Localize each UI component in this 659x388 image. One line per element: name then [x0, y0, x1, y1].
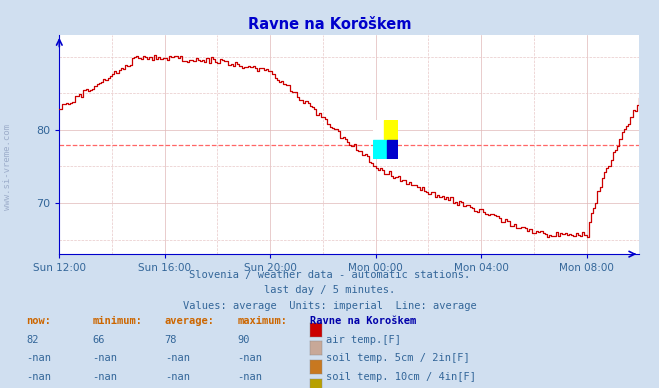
Text: -nan: -nan [165, 372, 190, 382]
Bar [373, 140, 387, 159]
Text: last day / 5 minutes.: last day / 5 minutes. [264, 285, 395, 295]
Text: www.si-vreme.com: www.si-vreme.com [3, 124, 13, 210]
Text: -nan: -nan [92, 372, 117, 382]
Text: maximum:: maximum: [237, 316, 287, 326]
Text: -nan: -nan [237, 372, 262, 382]
Text: soil temp. 10cm / 4in[F]: soil temp. 10cm / 4in[F] [326, 372, 476, 382]
Text: -nan: -nan [92, 353, 117, 364]
Text: average:: average: [165, 316, 215, 326]
Text: Values: average  Units: imperial  Line: average: Values: average Units: imperial Line: av… [183, 301, 476, 311]
Text: soil temp. 5cm / 2in[F]: soil temp. 5cm / 2in[F] [326, 353, 470, 364]
Text: 90: 90 [237, 335, 250, 345]
Text: minimum:: minimum: [92, 316, 142, 326]
Text: Slovenia / weather data - automatic stations.: Slovenia / weather data - automatic stat… [189, 270, 470, 280]
Bar [387, 140, 398, 159]
Text: Ravne na Koroškem: Ravne na Koroškem [310, 316, 416, 326]
Bar [373, 120, 384, 140]
Text: now:: now: [26, 316, 51, 326]
Text: 66: 66 [92, 335, 105, 345]
Text: -nan: -nan [165, 353, 190, 364]
Text: 78: 78 [165, 335, 177, 345]
Text: Ravne na Korōškem: Ravne na Korōškem [248, 17, 411, 33]
Text: -nan: -nan [237, 353, 262, 364]
Text: -nan: -nan [26, 372, 51, 382]
Bar [384, 120, 398, 140]
Text: 82: 82 [26, 335, 39, 345]
Text: air temp.[F]: air temp.[F] [326, 335, 401, 345]
Text: -nan: -nan [26, 353, 51, 364]
